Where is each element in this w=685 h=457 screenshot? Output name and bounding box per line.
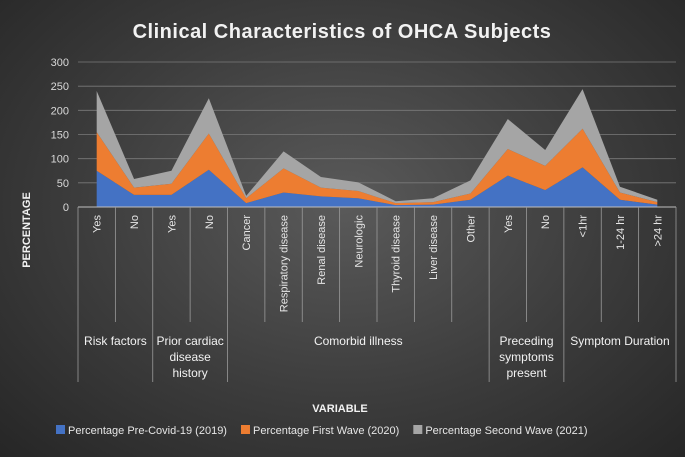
category-label: Cancer bbox=[241, 215, 253, 251]
y-tick-label: 200 bbox=[51, 105, 69, 117]
category-label: Liver disease bbox=[428, 215, 440, 280]
group-label: disease bbox=[169, 350, 211, 364]
y-axis-ticks: 0 50 100 150 200 250 300 bbox=[51, 57, 69, 214]
series-area-3 bbox=[96, 89, 658, 204]
group-label: Preceding bbox=[499, 334, 553, 348]
series-area-1 bbox=[96, 167, 658, 207]
series-area-2 bbox=[96, 128, 658, 206]
category-label: Yes bbox=[166, 215, 178, 233]
category-label: No bbox=[129, 215, 141, 229]
category-label: Yes bbox=[92, 215, 104, 233]
group-label: symptoms bbox=[499, 350, 554, 364]
group-label: present bbox=[506, 366, 547, 380]
legend-swatch-3 bbox=[413, 425, 423, 434]
y-axis-title: PERCENTAGE bbox=[21, 192, 33, 268]
legend-swatch-1 bbox=[56, 425, 65, 434]
category-label: <1hr bbox=[578, 215, 590, 238]
category-label: No bbox=[540, 215, 552, 229]
group-label: Prior cardiac bbox=[156, 334, 223, 348]
stacked-areas bbox=[96, 89, 658, 207]
group-label: history bbox=[172, 366, 207, 380]
category-label: No bbox=[204, 215, 216, 229]
legend: Percentage Pre-Covid-19 (2019) Percentage… bbox=[56, 425, 588, 437]
category-label: 1-24 hr bbox=[615, 215, 627, 250]
category-label: >24 hr bbox=[652, 215, 664, 247]
legend-label-3: Percentage Second Wave (2021) bbox=[425, 425, 587, 437]
category-table: Yes No Yes No Cancer Respiratory disease Renal… bbox=[77, 206, 677, 382]
group-label: Comorbid illness bbox=[314, 334, 403, 348]
chart-title: Clinical Characteristics of OHCA Subject… bbox=[133, 21, 552, 43]
legend-label-2: Percentage First Wave (2020) bbox=[253, 425, 399, 437]
y-tick-label: 100 bbox=[51, 154, 69, 166]
category-label: Yes bbox=[503, 215, 515, 233]
category-label: Thyroid disease bbox=[391, 215, 403, 293]
y-tick-label: 250 bbox=[51, 81, 69, 93]
y-tick-label: 0 bbox=[63, 202, 69, 214]
category-label: Neurologic bbox=[353, 215, 365, 268]
y-tick-label: 300 bbox=[51, 57, 69, 69]
legend-label-1: Percentage Pre-Covid-19 (2019) bbox=[68, 425, 227, 437]
category-label: Respiratory disease bbox=[279, 215, 291, 312]
y-tick-label: 150 bbox=[51, 130, 69, 142]
y-tick-label: 50 bbox=[57, 178, 69, 190]
group-label: Risk factors bbox=[84, 334, 147, 348]
category-label: Other bbox=[465, 215, 477, 243]
x-axis-title: VARIABLE bbox=[312, 403, 367, 415]
legend-swatch-2 bbox=[240, 425, 250, 434]
category-label: Renal disease bbox=[316, 215, 328, 285]
group-label: Symptom Duration bbox=[570, 334, 669, 348]
